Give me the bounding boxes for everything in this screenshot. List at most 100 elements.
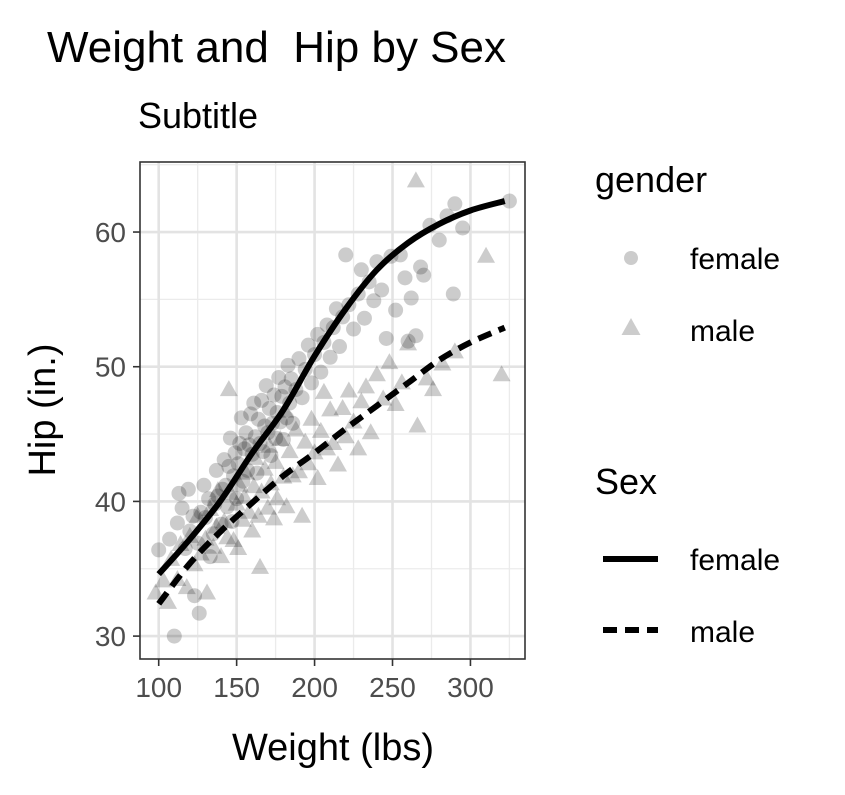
female-point — [353, 262, 369, 278]
x-tick-label: 100 — [135, 672, 182, 703]
female-point — [219, 499, 235, 515]
female-point — [397, 270, 413, 286]
male-point — [230, 475, 249, 492]
female-point — [277, 379, 293, 395]
y-tick-label: 60 — [95, 217, 126, 248]
male-point — [302, 409, 321, 426]
legend-female-circle-key — [624, 251, 638, 265]
female-point — [202, 549, 218, 565]
male-point — [204, 537, 223, 554]
male-point — [296, 432, 315, 449]
female-point — [185, 508, 201, 524]
female-point — [275, 431, 291, 447]
male-point — [352, 392, 371, 409]
male-point — [219, 380, 238, 397]
female-point — [447, 196, 463, 212]
female-point — [246, 395, 262, 411]
female-point — [291, 351, 307, 367]
female-point — [232, 435, 248, 451]
female-point — [378, 330, 394, 346]
female-point — [229, 491, 245, 507]
male-point — [361, 423, 380, 440]
female-point — [169, 515, 185, 531]
female-point — [356, 310, 372, 326]
female-point — [283, 371, 299, 387]
smooth-line-male-dashed — [156, 324, 506, 606]
female-point — [294, 390, 310, 406]
female-point — [445, 286, 461, 302]
y-tick-label: 40 — [95, 486, 126, 517]
female-point — [455, 220, 471, 236]
male-point — [386, 394, 405, 411]
female-point — [268, 430, 284, 446]
male-point — [188, 506, 207, 523]
male-point — [328, 455, 347, 472]
male-point — [266, 452, 285, 469]
legend-sex-female-label: female — [690, 544, 780, 577]
male-point — [283, 466, 302, 483]
female-point — [201, 491, 217, 507]
female-point — [243, 406, 259, 422]
female-point — [403, 290, 419, 306]
male-point — [255, 459, 274, 476]
female-point — [249, 465, 265, 481]
male-point — [406, 171, 425, 188]
female-point — [400, 333, 416, 349]
female-point — [263, 448, 279, 464]
x-tick-label: 200 — [291, 672, 338, 703]
female-point — [227, 445, 243, 461]
male-point — [311, 421, 330, 438]
y-tick-label: 50 — [95, 352, 126, 383]
male-point — [198, 583, 217, 600]
legend-male-triangle-key — [621, 318, 641, 335]
smooth-line-female-solid — [156, 198, 506, 577]
male-point — [196, 529, 215, 546]
female-point — [193, 504, 209, 520]
y-axis: 30 40 50 60 — [95, 217, 140, 652]
legend-gender-male-label: male — [690, 315, 755, 348]
x-axis-title: Weight (lbs) — [232, 727, 434, 769]
female-point — [300, 337, 316, 353]
female-point — [388, 302, 404, 318]
male-point — [492, 365, 511, 382]
female-point — [332, 339, 348, 355]
legend-sex-male-label: male — [690, 616, 755, 649]
chart-title: Weight and Hip by Sex — [47, 23, 506, 72]
male-point — [236, 463, 255, 480]
female-point — [221, 458, 237, 474]
male-point — [246, 448, 265, 465]
male-point — [399, 334, 418, 351]
male-point — [424, 380, 443, 397]
male-point — [374, 389, 393, 406]
female-points — [151, 193, 517, 644]
female-point — [208, 462, 224, 478]
female-point — [338, 247, 354, 263]
female-point — [416, 267, 432, 283]
y-tick-label: 30 — [95, 621, 126, 652]
female-point — [151, 542, 167, 558]
male-point — [336, 427, 355, 444]
female-point — [233, 410, 249, 426]
legend-sex-title: Sex — [595, 461, 657, 502]
male-point — [408, 416, 427, 433]
male-point — [286, 420, 305, 437]
panel-border — [139, 161, 526, 660]
male-point — [268, 489, 287, 506]
female-point — [162, 531, 178, 547]
x-axis: 100 150 200 250 300 — [135, 659, 494, 703]
female-point — [274, 388, 290, 404]
male-point — [252, 482, 271, 499]
male-point — [308, 469, 327, 486]
female-point — [261, 400, 277, 416]
male-point — [417, 369, 436, 386]
male-point — [339, 381, 358, 398]
male-point — [218, 528, 237, 545]
male-point — [349, 439, 368, 456]
female-point — [285, 415, 301, 431]
female-point — [280, 357, 296, 373]
x-tick-label: 300 — [447, 672, 494, 703]
male-point — [240, 502, 259, 519]
male-point — [277, 497, 296, 514]
female-point — [187, 588, 203, 604]
